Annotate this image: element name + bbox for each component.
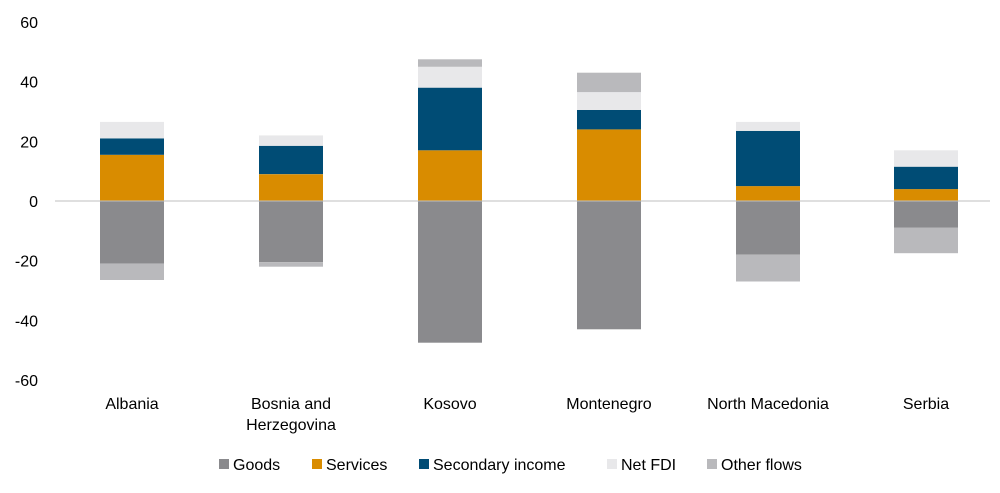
x-axis-categories: Albania Bosnia and Herzegovina Kosovo Monten… bbox=[105, 396, 949, 434]
legend-swatch-other-flows bbox=[707, 459, 717, 469]
legend-swatch-services bbox=[312, 459, 322, 469]
legend-swatch-secondary-income bbox=[419, 459, 429, 469]
y-tick-label: 40 bbox=[20, 75, 38, 92]
category-label-line: Montenegro bbox=[566, 396, 651, 413]
bar-net-fdi-0 bbox=[100, 121, 164, 139]
y-tick-label: -40 bbox=[15, 313, 38, 330]
bar-other-flows-1 bbox=[259, 262, 323, 267]
category-label-line: Albania bbox=[105, 396, 158, 413]
category-label-line: Kosovo bbox=[423, 396, 476, 413]
bar-net-fdi-2 bbox=[418, 66, 482, 88]
legend: Goods Services Secondary income Net FDI Othe… bbox=[219, 457, 802, 474]
bar-services-1 bbox=[259, 174, 323, 201]
legend-label-net-fdi: Net FDI bbox=[621, 457, 676, 474]
y-tick-label: 0 bbox=[29, 194, 38, 211]
y-axis-ticks: 60 40 20 0 -20 -40 -60 bbox=[15, 15, 38, 390]
bar-net-fdi-4 bbox=[736, 121, 800, 131]
bar-services-5 bbox=[894, 189, 958, 201]
bar-net-fdi-5 bbox=[894, 150, 958, 167]
bar-other-flows-2 bbox=[418, 59, 482, 67]
legend-label-secondary-income: Secondary income bbox=[433, 457, 566, 474]
category-label-line: Bosnia and bbox=[251, 396, 331, 413]
bar-secondary-income-0 bbox=[100, 138, 164, 155]
category-label-line: North Macedonia bbox=[707, 396, 829, 413]
bar-secondary-income-3 bbox=[577, 110, 641, 130]
legend-label-goods: Goods bbox=[233, 457, 280, 474]
bar-goods-1 bbox=[259, 201, 323, 263]
category-label: Serbia bbox=[903, 396, 949, 413]
bar-secondary-income-1 bbox=[259, 145, 323, 175]
bar-other-flows-4 bbox=[736, 254, 800, 282]
bars-layer bbox=[100, 59, 958, 343]
bar-other-flows-0 bbox=[100, 263, 164, 280]
bar-services-2 bbox=[418, 150, 482, 201]
category-label: Kosovo bbox=[423, 396, 476, 413]
legend-swatch-goods bbox=[219, 459, 229, 469]
bar-goods-2 bbox=[418, 201, 482, 343]
y-tick-label: -20 bbox=[15, 254, 38, 271]
bar-other-flows-3 bbox=[577, 72, 641, 93]
bar-services-0 bbox=[100, 154, 164, 201]
category-label: Montenegro bbox=[566, 396, 651, 413]
bar-goods-5 bbox=[894, 201, 958, 228]
bar-goods-4 bbox=[736, 201, 800, 255]
bar-goods-3 bbox=[577, 201, 641, 330]
category-label: Bosnia and Herzegovina bbox=[246, 396, 336, 434]
category-label: North Macedonia bbox=[707, 396, 829, 413]
y-tick-label: 20 bbox=[20, 134, 38, 151]
y-tick-label: 60 bbox=[20, 15, 38, 32]
bar-goods-0 bbox=[100, 201, 164, 264]
bar-other-flows-5 bbox=[894, 227, 958, 254]
bar-services-3 bbox=[577, 129, 641, 201]
legend-label-services: Services bbox=[326, 457, 387, 474]
legend-label-other-flows: Other flows bbox=[721, 457, 802, 474]
bar-secondary-income-5 bbox=[894, 166, 958, 190]
legend-swatch-net-fdi bbox=[607, 459, 617, 469]
y-tick-label: -60 bbox=[15, 373, 38, 390]
bar-services-4 bbox=[736, 186, 800, 201]
category-label-line: Serbia bbox=[903, 396, 949, 413]
bar-secondary-income-2 bbox=[418, 87, 482, 151]
bar-secondary-income-4 bbox=[736, 130, 800, 187]
bar-net-fdi-1 bbox=[259, 135, 323, 146]
bar-net-fdi-3 bbox=[577, 92, 641, 110]
category-label: Albania bbox=[105, 396, 158, 413]
category-label-line: Herzegovina bbox=[246, 417, 336, 434]
